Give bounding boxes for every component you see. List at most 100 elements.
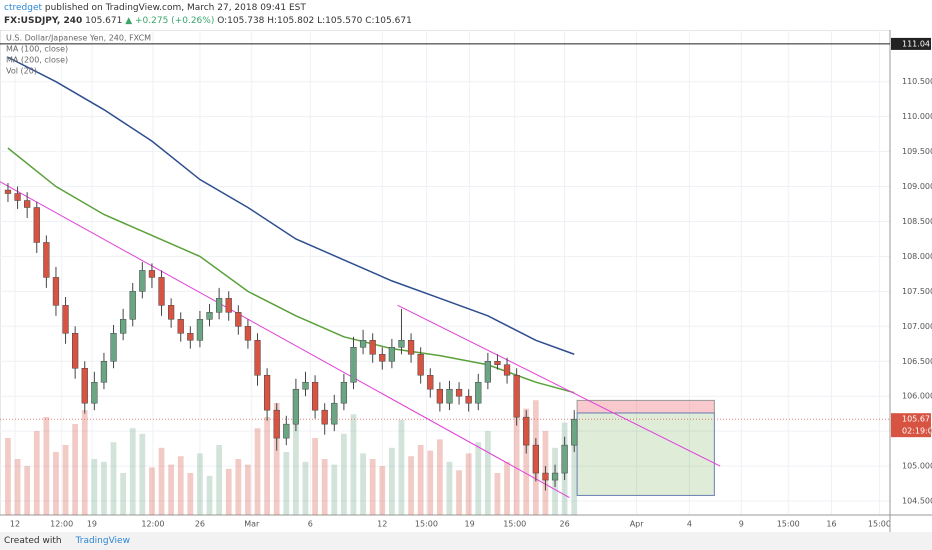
price-label-bg xyxy=(891,37,931,50)
last-price-label: 105.671 xyxy=(902,415,932,424)
x-tick-label: 12 xyxy=(10,520,20,529)
volume-bar xyxy=(504,461,510,515)
y-tick-label: 109.000 xyxy=(902,182,932,191)
stop-zone xyxy=(576,399,715,414)
volume-bar xyxy=(245,464,251,515)
volume-bar xyxy=(341,433,347,515)
candle-body xyxy=(129,291,136,320)
volume-bar xyxy=(427,450,434,515)
volume-bar xyxy=(216,445,222,515)
volume-bar xyxy=(110,442,117,515)
volume-bar xyxy=(129,428,136,515)
candle-body xyxy=(436,388,443,404)
price: 105.671 xyxy=(85,16,123,26)
footer: Created with TradingView xyxy=(0,532,932,550)
volume-bar xyxy=(62,445,69,515)
y-tick-label: 107.000 xyxy=(902,322,932,331)
volume-bar xyxy=(436,439,443,515)
ohlc: O:105.738 H:105.802 L:105.570 C:105.671 xyxy=(217,16,412,26)
volume-bar xyxy=(177,456,184,515)
candle-body xyxy=(388,347,396,362)
candle-body xyxy=(503,364,511,376)
candle-body xyxy=(350,347,357,383)
candle-body xyxy=(100,361,108,383)
y-tick-label: 108.500 xyxy=(902,217,932,226)
volume-bar xyxy=(494,473,501,515)
volume-bar xyxy=(5,438,11,515)
volume-bar xyxy=(350,414,357,515)
y-tick-label: 108.000 xyxy=(902,252,932,261)
y-tick-label: 106.500 xyxy=(902,357,932,366)
x-tick-label: 4 xyxy=(687,520,692,529)
candle-body xyxy=(33,207,40,243)
volume-bar xyxy=(523,408,530,515)
candle-body xyxy=(43,242,50,278)
candle-body xyxy=(120,319,127,334)
volume-bar xyxy=(331,464,338,515)
candle-body xyxy=(455,388,463,397)
y-tick-label: 104.500 xyxy=(902,497,932,506)
symbol: FX:USDJPY, 240 xyxy=(4,16,83,26)
candle-body xyxy=(321,409,328,425)
y-tick-label: 105.000 xyxy=(902,462,932,471)
volume-bar xyxy=(254,428,261,515)
candle-body xyxy=(244,326,252,341)
volume-bar xyxy=(53,452,59,515)
brand[interactable]: TradingView xyxy=(75,536,130,546)
x-tick-label: 19 xyxy=(465,520,475,529)
candle-body xyxy=(263,374,271,411)
candle-body xyxy=(523,416,530,446)
volume-bar xyxy=(264,417,270,515)
x-tick-label: 26 xyxy=(560,520,570,529)
candle-body xyxy=(427,374,434,390)
created: Created with xyxy=(4,536,62,546)
volume-bar xyxy=(14,459,21,515)
volume-bar xyxy=(475,442,482,515)
author[interactable]: ctredget xyxy=(4,3,43,13)
x-tick-label: 9 xyxy=(739,520,744,529)
y-tick-label: 110.000 xyxy=(902,112,932,121)
publish-line: ctredget published on TradingView.com, M… xyxy=(4,2,928,15)
candle-body xyxy=(206,312,213,320)
candle-body xyxy=(283,423,290,439)
volume-bar xyxy=(33,431,40,515)
candle-body xyxy=(225,298,232,313)
candle-body xyxy=(311,381,319,411)
volume-bar xyxy=(465,453,472,515)
candle-body xyxy=(24,200,31,208)
x-tick-label: 15:00 xyxy=(415,520,438,529)
candle-body xyxy=(398,340,405,348)
candle-body xyxy=(379,354,386,362)
x-tick-label: 12:00 xyxy=(141,520,164,529)
target-zone xyxy=(576,412,715,496)
candle-body xyxy=(273,409,280,439)
candle-body xyxy=(532,444,539,474)
x-tick-label: 26 xyxy=(195,520,205,529)
volume-bar xyxy=(197,453,203,515)
volume-bar xyxy=(81,410,88,515)
volume-bar xyxy=(283,452,290,515)
volume-bar xyxy=(158,447,165,515)
candle-body xyxy=(369,340,376,355)
volume-bar xyxy=(101,461,107,515)
change: ▲ +0.275 (+0.26%) xyxy=(125,16,215,26)
candle-body xyxy=(148,270,156,278)
volume-bar xyxy=(120,473,127,515)
candle-body xyxy=(139,270,146,292)
candle-body xyxy=(215,298,223,313)
x-tick-label: 15:00 xyxy=(777,520,800,529)
last-price-bg xyxy=(891,413,931,438)
volume-bar xyxy=(187,473,194,515)
candle-body xyxy=(561,444,568,474)
volume-bar xyxy=(139,433,146,515)
volume-bar xyxy=(456,470,462,515)
legend-entry: Vol (20) xyxy=(6,67,37,76)
volume-bar xyxy=(321,459,328,515)
candle-body xyxy=(4,189,12,194)
candle-body xyxy=(446,388,453,404)
volume-bar xyxy=(360,453,366,515)
candle-body xyxy=(110,333,117,362)
candle-body xyxy=(14,193,21,201)
x-tick-label: 15:00 xyxy=(503,520,526,529)
